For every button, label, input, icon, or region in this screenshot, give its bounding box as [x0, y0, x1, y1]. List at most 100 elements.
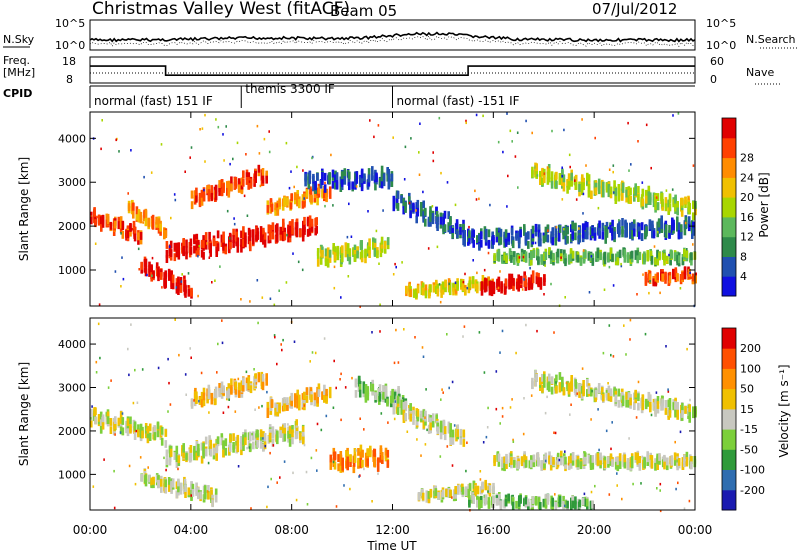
noise-sky-label: N.Sky [3, 33, 35, 46]
data-cell [400, 407, 403, 415]
data-cell [612, 170, 614, 174]
data-cell [266, 205, 270, 213]
data-cell [189, 453, 193, 462]
data-cell [353, 244, 357, 253]
data-cell [412, 417, 415, 425]
data-cell [119, 431, 122, 434]
data-cell [546, 234, 550, 243]
data-cell [506, 112, 508, 115]
data-cell [456, 280, 459, 289]
data-cell [305, 470, 308, 474]
data-cell [167, 484, 171, 492]
data-cell [234, 180, 238, 189]
data-cell [530, 394, 533, 397]
data-cell [679, 430, 682, 434]
data-cell [594, 182, 598, 191]
data-cell [268, 150, 271, 154]
data-cell [485, 278, 488, 287]
data-cell [169, 448, 173, 457]
data-cell [271, 430, 275, 439]
data-cell [468, 225, 470, 229]
data-cell [599, 452, 602, 461]
data-cell [400, 195, 403, 204]
data-cell [187, 487, 191, 496]
data-cell [569, 455, 573, 464]
data-cell [566, 179, 569, 187]
data-cell [644, 195, 648, 204]
data-cell [288, 225, 292, 234]
data-cell [476, 271, 478, 275]
data-cell [686, 347, 688, 351]
data-cell [429, 284, 432, 293]
data-cell [627, 399, 631, 408]
data-cell [147, 219, 150, 228]
data-cell [503, 457, 506, 465]
data-cell [523, 498, 526, 507]
data-cell [384, 453, 388, 462]
data-cell [684, 196, 687, 205]
data-cell [465, 119, 467, 123]
data-cell [230, 378, 233, 387]
data-cell [466, 286, 469, 290]
data-cell [352, 247, 355, 256]
data-cell [287, 434, 290, 443]
data-cell [476, 499, 479, 508]
data-cell [266, 200, 270, 209]
data-cell [499, 270, 501, 273]
data-cell [605, 429, 608, 433]
data-cell [649, 404, 652, 413]
data-cell [659, 489, 661, 492]
data-cell [244, 437, 247, 446]
data-cell [144, 218, 148, 227]
data-cell [429, 218, 432, 227]
data-cell [676, 254, 679, 263]
data-cell [228, 237, 231, 240]
data-cell [484, 228, 488, 237]
data-cell [119, 225, 123, 234]
data-cell [208, 411, 210, 414]
data-cell [596, 458, 600, 466]
data-cell [492, 485, 495, 494]
data-cell [578, 188, 581, 197]
data-cell [505, 255, 508, 264]
data-cell [278, 199, 281, 207]
data-cell [561, 169, 564, 178]
data-cell [627, 195, 631, 204]
data-cell [232, 228, 235, 237]
data-cell [625, 229, 628, 238]
data-cell [674, 409, 677, 418]
data-cell [641, 181, 644, 184]
data-cell [540, 463, 543, 471]
data-cell [358, 475, 360, 478]
data-cell [199, 491, 202, 500]
data-cell [688, 203, 691, 211]
data-cell [648, 219, 652, 228]
data-cell [623, 254, 627, 263]
data-cell [419, 122, 421, 125]
data-cell [415, 290, 418, 299]
data-cell [387, 169, 391, 177]
data-cell [202, 387, 206, 396]
data-cell [97, 214, 101, 223]
data-cell [472, 239, 475, 248]
data-cell [156, 429, 160, 438]
data-cell [454, 281, 458, 290]
data-cell [207, 389, 211, 397]
data-cell [501, 460, 504, 468]
data-cell [543, 380, 546, 388]
data-cell [121, 417, 125, 425]
data-cell [609, 225, 612, 233]
data-cell [506, 205, 508, 208]
data-cell [261, 296, 264, 299]
data-cell [250, 507, 252, 510]
data-cell [215, 445, 219, 454]
data-cell [137, 429, 140, 438]
data-cell [429, 422, 432, 431]
data-cell [422, 421, 426, 429]
data-cell [190, 201, 194, 210]
data-cell [324, 181, 326, 185]
data-cell [633, 392, 636, 401]
data-cell [369, 449, 372, 458]
data-cell [603, 251, 607, 260]
data-cell [531, 230, 535, 239]
